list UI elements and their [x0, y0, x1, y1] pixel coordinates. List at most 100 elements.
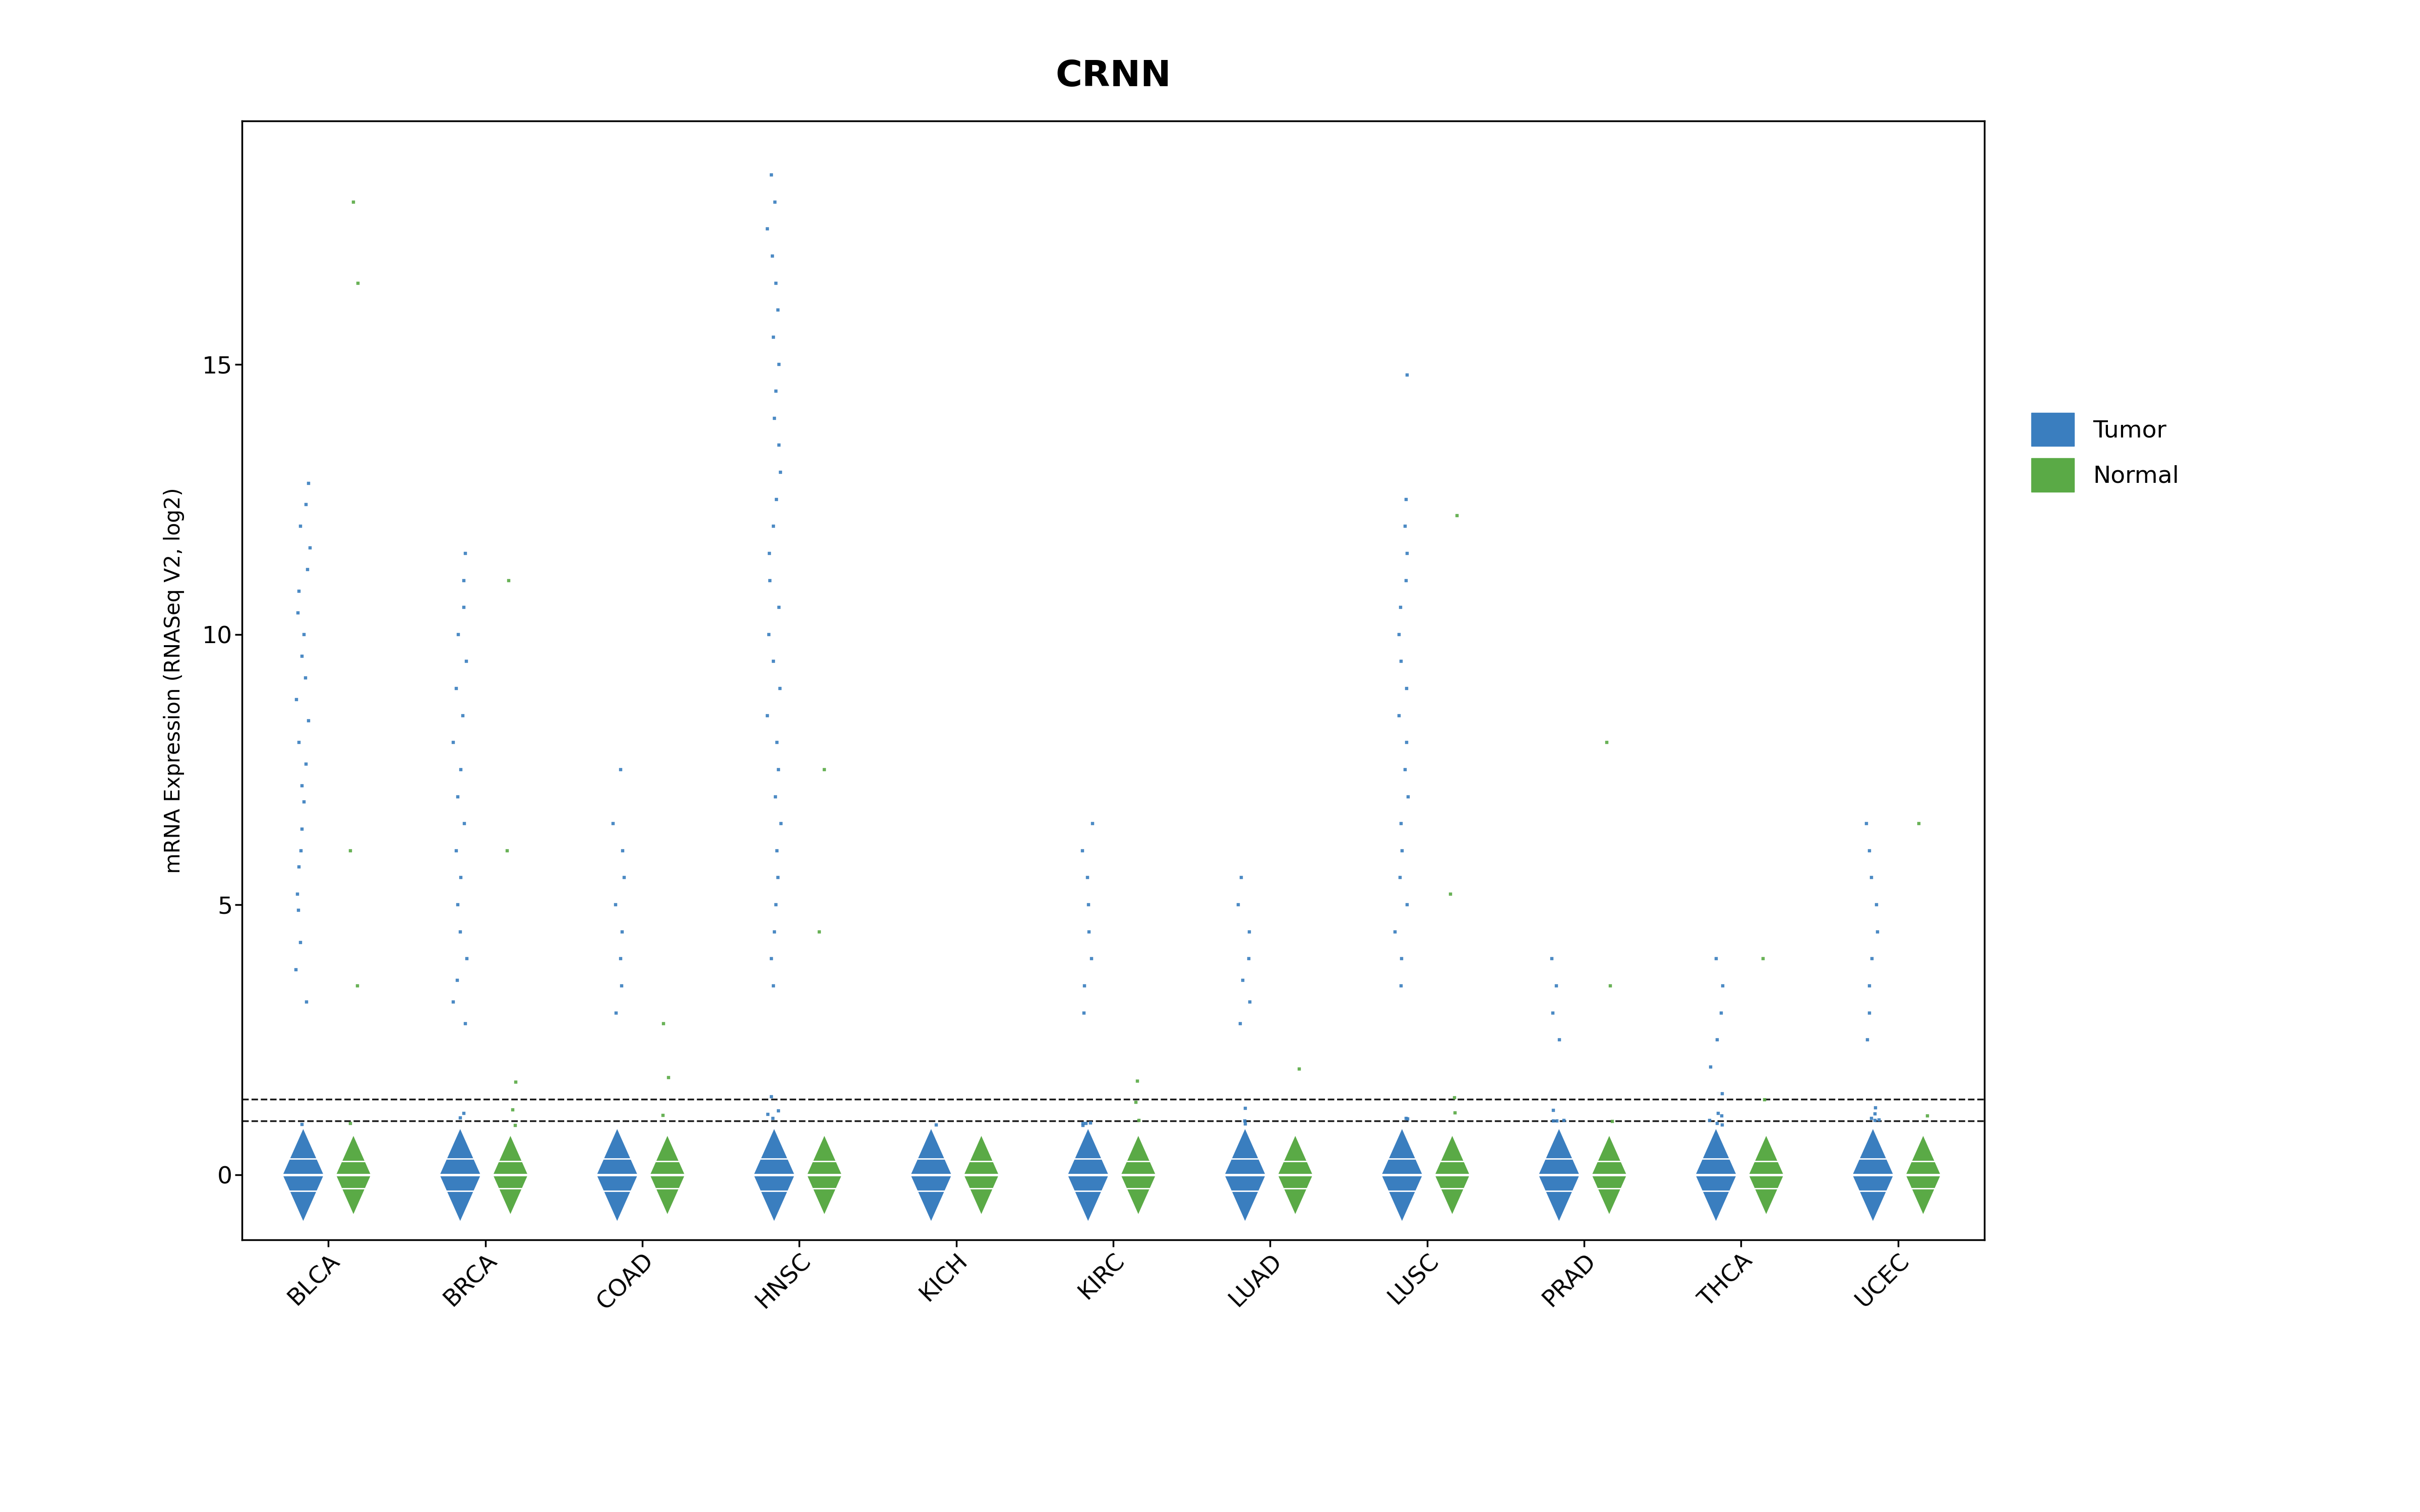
Point: [1062, 839, 1101, 863]
Point: [755, 649, 794, 673]
Point: [644, 1012, 682, 1036]
Point: [1382, 596, 1421, 620]
Point: [1701, 1001, 1740, 1025]
Point: [593, 812, 632, 836]
Point: [757, 380, 796, 404]
Point: [448, 649, 486, 673]
Point: [1387, 541, 1425, 565]
Point: [1592, 1110, 1631, 1134]
Point: [1382, 947, 1421, 971]
Point: [1389, 1107, 1428, 1131]
Point: [1220, 1012, 1258, 1036]
Point: [286, 623, 324, 647]
Point: [278, 881, 317, 906]
Point: [753, 947, 791, 971]
Point: [757, 839, 796, 863]
Polygon shape: [651, 1136, 685, 1214]
Point: [760, 676, 799, 700]
Point: [1861, 1108, 1900, 1132]
Point: [1382, 839, 1421, 863]
Polygon shape: [1435, 1136, 1469, 1214]
Point: [436, 676, 474, 700]
Point: [445, 541, 484, 565]
Polygon shape: [1592, 1136, 1626, 1214]
Point: [757, 892, 796, 916]
Point: [1387, 758, 1425, 782]
Point: [595, 892, 634, 916]
Point: [1225, 1108, 1263, 1132]
Polygon shape: [1907, 1136, 1941, 1214]
Point: [1849, 1028, 1888, 1052]
Point: [445, 1101, 484, 1125]
Point: [801, 919, 840, 943]
Polygon shape: [598, 1129, 636, 1220]
Point: [1220, 892, 1258, 916]
Point: [283, 1113, 322, 1137]
Point: [286, 789, 324, 813]
Point: [496, 1070, 535, 1095]
Point: [332, 839, 370, 863]
Point: [286, 493, 324, 517]
Point: [1856, 892, 1895, 916]
Point: [603, 919, 641, 943]
Point: [1379, 703, 1418, 727]
Point: [283, 644, 322, 668]
Point: [760, 865, 799, 889]
Point: [1387, 569, 1425, 593]
Polygon shape: [494, 1136, 528, 1214]
Point: [1534, 1098, 1573, 1122]
Point: [1120, 1108, 1159, 1132]
Point: [290, 709, 329, 733]
Point: [1846, 812, 1885, 836]
Point: [438, 785, 477, 809]
Point: [1745, 947, 1784, 971]
Point: [649, 1066, 687, 1090]
Point: [1859, 919, 1897, 943]
Point: [278, 898, 317, 922]
Point: [1222, 865, 1261, 889]
Point: [1692, 1108, 1730, 1132]
Point: [1588, 730, 1626, 754]
Point: [281, 514, 319, 538]
Point: [806, 758, 845, 782]
Point: [917, 1113, 956, 1137]
Point: [1907, 1104, 1946, 1128]
Point: [1074, 812, 1113, 836]
Point: [276, 957, 315, 981]
Point: [1430, 881, 1469, 906]
Point: [1062, 1111, 1101, 1136]
Point: [1070, 892, 1108, 916]
Point: [600, 758, 639, 782]
Point: [1387, 1107, 1425, 1131]
Point: [748, 216, 786, 240]
Point: [760, 352, 799, 376]
Point: [1699, 1028, 1738, 1052]
Point: [1435, 1086, 1474, 1110]
Point: [1065, 974, 1104, 998]
Point: [281, 930, 319, 954]
Point: [1856, 1096, 1895, 1120]
Point: [1701, 1104, 1740, 1128]
Point: [750, 569, 789, 593]
Point: [753, 163, 791, 187]
Point: [1537, 1108, 1575, 1132]
Point: [278, 854, 317, 878]
Point: [278, 600, 317, 624]
Point: [339, 974, 378, 998]
Point: [1379, 865, 1418, 889]
Point: [1382, 812, 1421, 836]
Polygon shape: [1382, 1129, 1423, 1220]
Point: [760, 596, 799, 620]
Point: [1229, 919, 1268, 943]
Point: [1590, 974, 1629, 998]
Point: [750, 541, 789, 565]
Y-axis label: mRNA Expression (RNASeq V2, log2): mRNA Expression (RNASeq V2, log2): [165, 487, 184, 874]
Point: [1118, 1069, 1157, 1093]
Point: [1379, 623, 1418, 647]
Point: [286, 665, 324, 689]
Point: [1389, 785, 1428, 809]
Polygon shape: [1750, 1136, 1784, 1214]
Point: [334, 191, 373, 215]
Point: [489, 569, 528, 593]
Point: [755, 785, 794, 809]
